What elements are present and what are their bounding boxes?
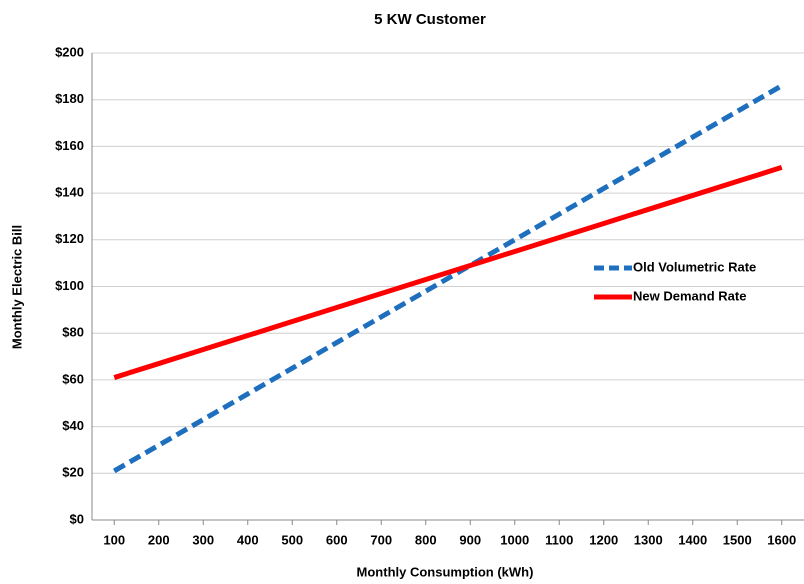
y-tick-label: $40 xyxy=(62,418,84,433)
x-tick-label: 1600 xyxy=(767,532,796,547)
y-tick-label: $100 xyxy=(55,278,84,293)
y-tick-label: $80 xyxy=(62,325,84,340)
x-tick-label: 1300 xyxy=(634,532,663,547)
x-tick-label: 1000 xyxy=(500,532,529,547)
x-tick-label: 1200 xyxy=(589,532,618,547)
y-axis-label: Monthly Electric Bill xyxy=(9,225,24,349)
x-tick-label: 700 xyxy=(370,532,392,547)
series-line xyxy=(113,83,783,474)
x-tick-label: 100 xyxy=(103,532,125,547)
legend-label: Old Volumetric Rate xyxy=(633,259,756,274)
x-tick-label: 900 xyxy=(459,532,481,547)
y-tick-label: $60 xyxy=(62,371,84,386)
x-tick-label: 400 xyxy=(237,532,259,547)
x-tick-label: 300 xyxy=(192,532,214,547)
x-axis-label: Monthly Consumption (kWh) xyxy=(357,564,534,579)
legend-label: New Demand Rate xyxy=(633,288,746,303)
y-tick-label: $140 xyxy=(55,185,84,200)
x-tick-label: 1100 xyxy=(545,532,573,547)
y-tick-label: $180 xyxy=(55,91,84,106)
y-tick-label: $200 xyxy=(55,44,84,59)
chart-title: 5 KW Customer xyxy=(374,11,486,28)
x-tick-label: 200 xyxy=(148,532,170,547)
series-line xyxy=(113,165,783,380)
y-tick-label: $0 xyxy=(70,511,84,526)
y-tick-label: $160 xyxy=(55,138,84,153)
x-tick-label: 600 xyxy=(326,532,348,547)
y-tick-label: $20 xyxy=(62,465,84,480)
x-tick-label: 1400 xyxy=(678,532,707,547)
x-tick-label: 1500 xyxy=(723,532,752,547)
x-tick-label: 800 xyxy=(415,532,437,547)
x-tick-label: 500 xyxy=(281,532,303,547)
y-tick-label: $120 xyxy=(55,231,84,246)
